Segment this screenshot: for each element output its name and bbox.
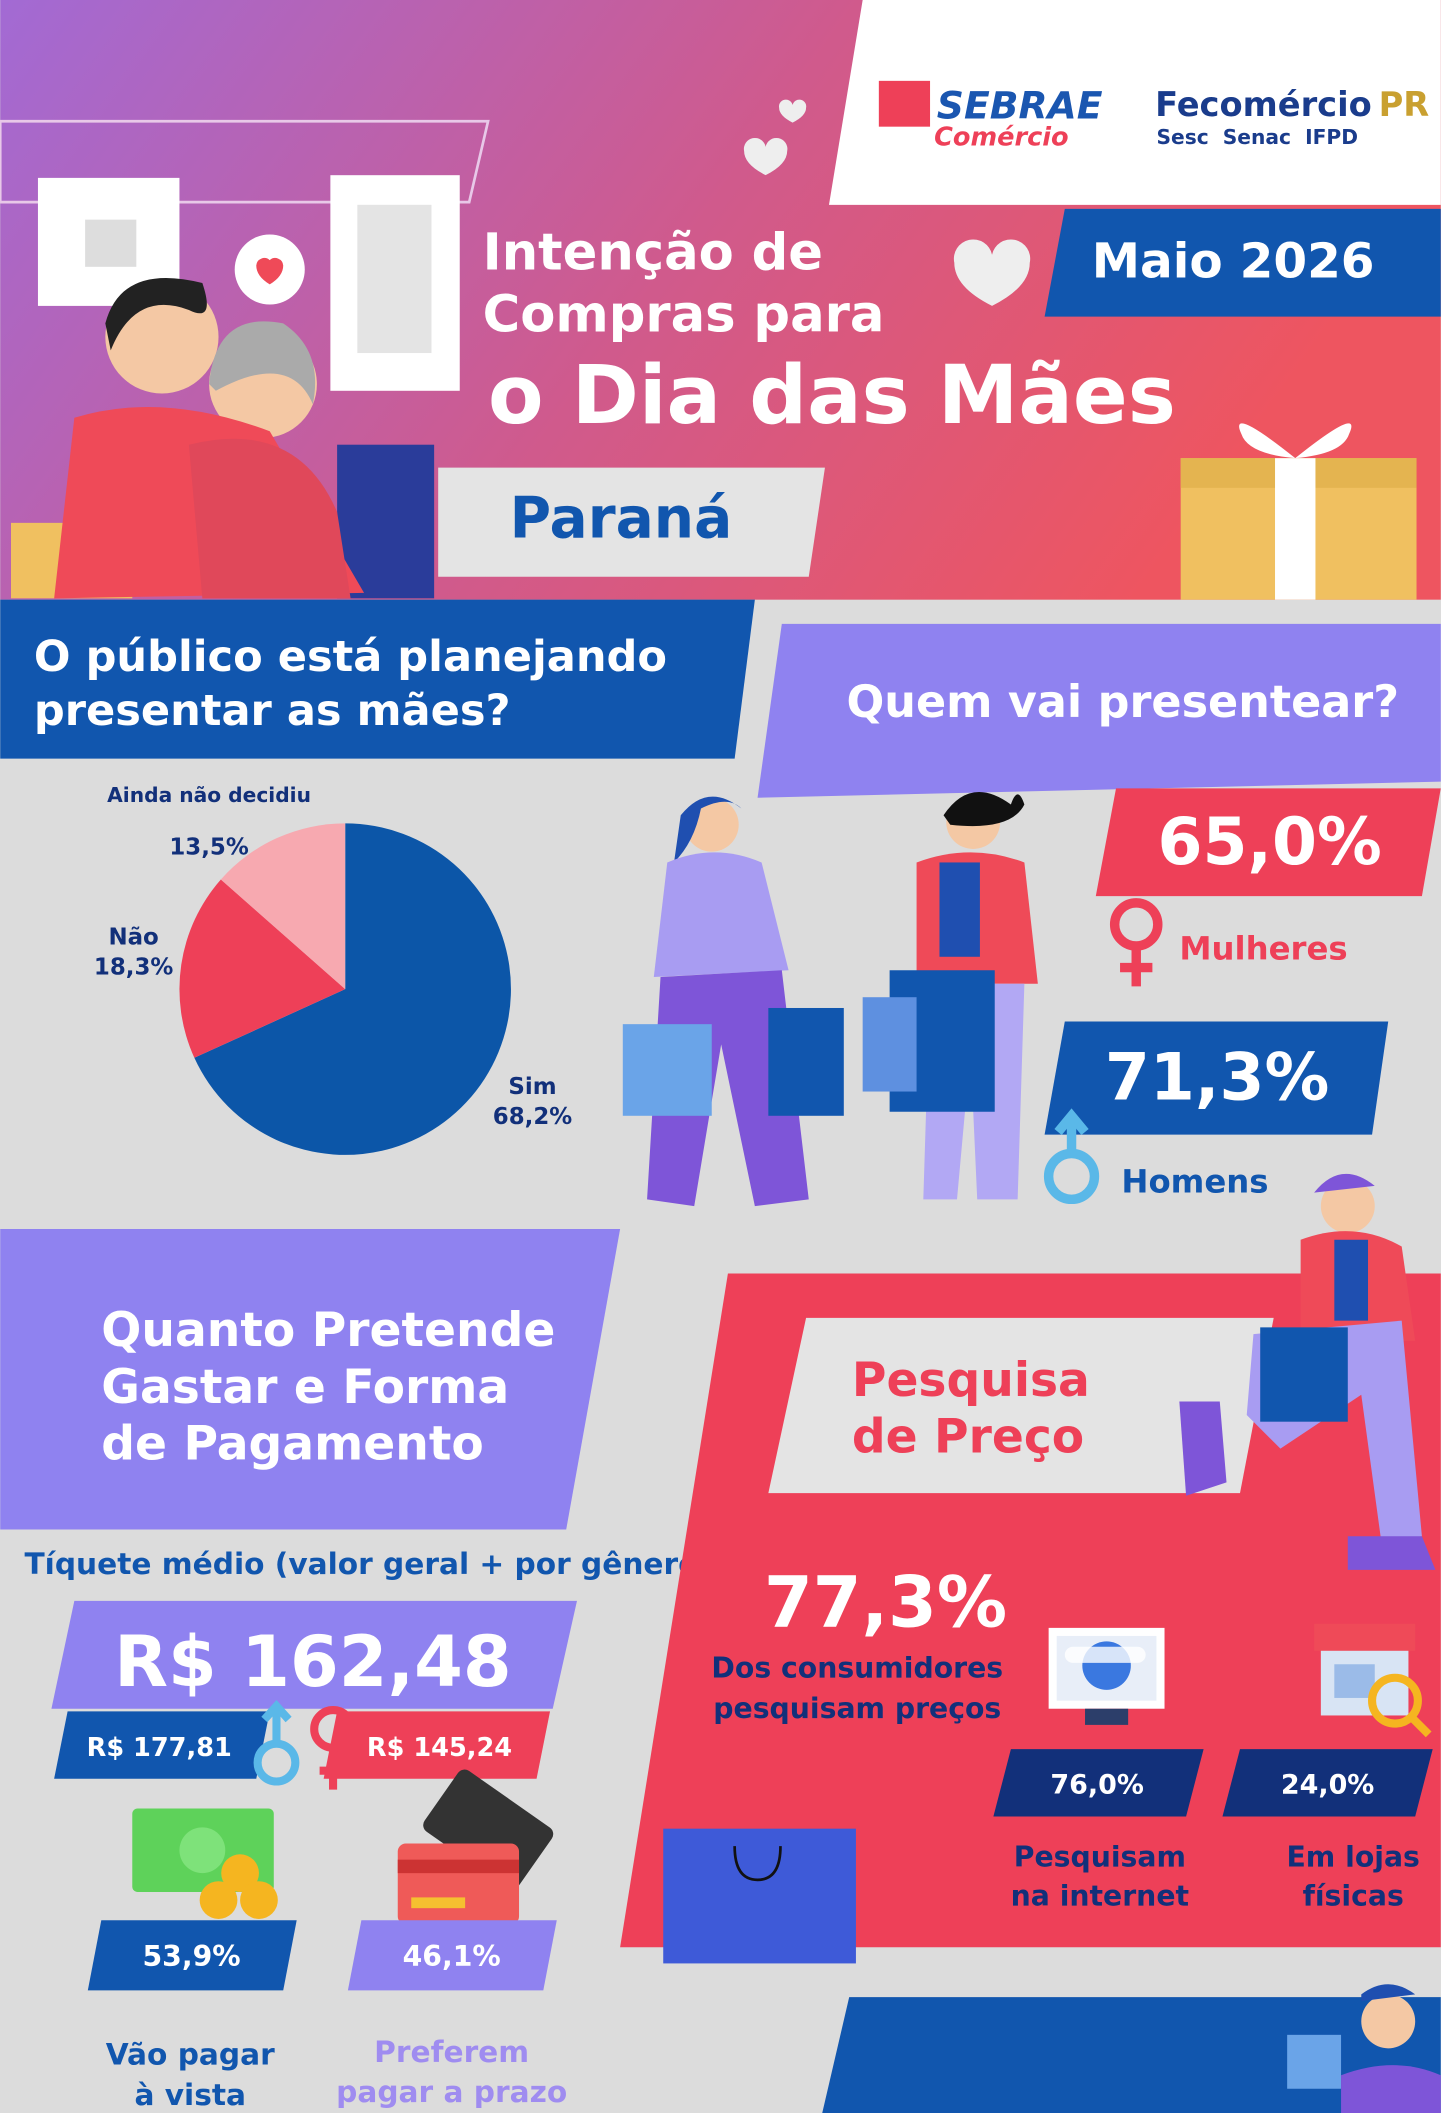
section-title: Gastar e Forma [101, 1360, 509, 1415]
pie-slice [179, 879, 346, 1058]
computer-icon [1048, 1627, 1165, 1725]
store-icon [1314, 1623, 1432, 1738]
sebrae-sub: Comércio [934, 123, 1069, 153]
installments-label: pagar a prazo [336, 2074, 567, 2109]
section-header [0, 599, 755, 759]
research-label: Dos consumidores [711, 1652, 1003, 1685]
women-label: Mulheres [1179, 929, 1347, 967]
illustration-shoppers [622, 791, 1038, 1207]
men-label: Homens [1121, 1163, 1268, 1201]
stat-box [1095, 788, 1441, 897]
stat-box [347, 1920, 557, 1991]
men-value: 71,3% [1105, 1041, 1329, 1116]
section-title: Pesquisa [852, 1353, 1090, 1408]
section-title: de Preço [852, 1410, 1084, 1465]
stat-box [54, 1711, 270, 1779]
slice-label: Não [108, 925, 158, 951]
fecomercio-logo: Fecomércio PR [1155, 85, 1429, 124]
male-icon [253, 1699, 300, 1786]
slice-value-label: 13,5% [169, 834, 248, 860]
region: Paraná [510, 486, 733, 552]
ticket-overall: R$ 162,48 [114, 1621, 511, 1703]
footer-panel [822, 1997, 1441, 2113]
fecomercio-name: Fecomércio [1155, 85, 1372, 124]
stores-label: Em lojas [1286, 1840, 1419, 1873]
sebrae-icon [878, 80, 931, 127]
research-value: 77,3% [764, 1562, 1007, 1644]
title-line: Compras para [483, 285, 885, 345]
sebrae-logo: SEBRAE [937, 84, 1103, 128]
date-box [1044, 208, 1441, 317]
date: Maio 2026 [1092, 234, 1375, 290]
stat-box [323, 1711, 551, 1779]
bag-decor [663, 1828, 856, 1964]
pie-slice [220, 823, 346, 990]
cash-label: Vão pagar [106, 2036, 275, 2071]
illustration-hug [11, 234, 435, 599]
stat-box [51, 1600, 577, 1709]
female-icon [1109, 898, 1163, 987]
region-box [438, 467, 825, 577]
heart-decor [743, 137, 788, 176]
section-header [757, 623, 1441, 798]
stat-box [993, 1749, 1204, 1817]
illustration-gift-person [1287, 1984, 1441, 2113]
frame-decor [0, 119, 490, 204]
installments-value: 46,1% [403, 1940, 501, 1973]
ticket-women: R$ 145,24 [367, 1733, 512, 1763]
logo-panel [828, 0, 1441, 205]
stat-box [1222, 1749, 1433, 1817]
slice-value-label: 68,2% [493, 1104, 572, 1130]
ticket-men: R$ 177,81 [87, 1733, 232, 1763]
gift-decor [1180, 423, 1417, 600]
section-title: de Pagamento [101, 1416, 483, 1471]
ticket-label: Tíquete médio (valor geral + por gênero)… [24, 1546, 723, 1581]
slice-label: Sim [508, 1074, 556, 1100]
section-title: Quanto Pretende [101, 1303, 555, 1358]
internet-label: na internet [1011, 1879, 1189, 1912]
section-header [0, 1228, 621, 1530]
pie-slice [194, 823, 511, 1155]
window-decor [357, 204, 432, 354]
section-header [768, 1317, 1274, 1494]
illustration-runner [1179, 1173, 1436, 1570]
fecomercio-sub: Sesc Senac IFPD [1156, 125, 1358, 149]
research-label: pesquisam preços [713, 1692, 1001, 1725]
heart-decor [778, 99, 807, 123]
window-decor [85, 219, 137, 267]
stores-value: 24,0% [1281, 1770, 1374, 1801]
cash-value: 53,9% [143, 1940, 241, 1973]
slice-value-label: 18,3% [94, 954, 173, 980]
section-title: Quem vai presentear? [846, 677, 1399, 728]
section-title: presentar as mães? [34, 686, 511, 736]
women-value: 65,0% [1157, 805, 1381, 880]
stat-box [1044, 1021, 1389, 1135]
installments-label: Preferem [374, 2034, 529, 2069]
male-icon [1043, 1108, 1100, 1205]
heart-decor [953, 239, 1031, 306]
stat-box [87, 1920, 297, 1991]
internet-label: Pesquisam [1014, 1840, 1186, 1873]
money-icon [132, 1808, 278, 1919]
card-icon [397, 1769, 554, 1925]
pie-chart: Sim 68,2% Não 18,3% Ainda não decidiu 13,5% [94, 783, 572, 1155]
fecomercio-pr: PR [1379, 85, 1430, 124]
internet-value: 76,0% [1050, 1770, 1143, 1801]
female-icon [310, 1706, 356, 1790]
title-line: Intenção de [483, 223, 823, 283]
stores-label: físicas [1303, 1879, 1404, 1912]
slice-label: Ainda não decidiu [107, 783, 311, 807]
cash-label: à vista [134, 2077, 246, 2112]
section-title: O público está planejando [34, 632, 667, 682]
title-line: o Dia das Mães [488, 349, 1176, 443]
